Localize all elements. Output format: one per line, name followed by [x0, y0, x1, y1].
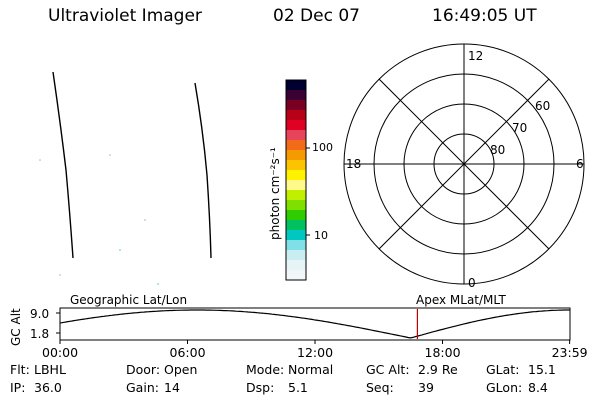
date-label: 02 Dec 07: [273, 6, 360, 26]
status-label: GLon:: [486, 380, 523, 395]
status-label: Seq:: [366, 380, 394, 395]
timeline-x-tick-label: 00:00: [42, 345, 78, 360]
instrument-title: Ultraviolet Imager: [48, 6, 202, 26]
lat-label-80: 80: [490, 143, 505, 157]
status-label: Mode:: [246, 362, 285, 377]
status-label: Dsp:: [246, 380, 275, 395]
status-value: 5.1: [288, 380, 308, 395]
timeline-y-label: GC Alt: [9, 308, 23, 346]
timeline-right-caption: Apex MLat/MLT: [416, 293, 506, 307]
timeline-x-ticks: 00:00 06:00 12:00 18:00 23:59: [42, 340, 588, 360]
clock-label-midnight: 0: [468, 276, 476, 290]
polar-plot: 12 18 6 0 60 70 80: [343, 43, 585, 290]
status-value: 2.9 Re: [418, 362, 458, 377]
colorbar-swatch: [286, 180, 306, 191]
noise-speck: [144, 219, 146, 221]
timeline-x-tick-label: 18:00: [425, 345, 461, 360]
colorbar-swatch: [286, 150, 306, 161]
colorbar-swatch: [286, 220, 306, 231]
colorbar-swatch: [286, 80, 306, 91]
timeline-y-tick-label: 9.0: [30, 307, 49, 321]
limb-arc-right: [194, 82, 212, 259]
status-value: 39: [418, 380, 434, 395]
colorbar-swatch: [286, 100, 306, 111]
status-value: Normal: [288, 362, 334, 377]
colorbar-swatch: [286, 230, 306, 241]
colorbar-swatch: [286, 240, 306, 251]
status-value: 8.4: [528, 380, 548, 395]
colorbar-swatch: [286, 140, 306, 151]
status-value: LBHL: [34, 362, 66, 377]
colorbar: 100 10 photon cm⁻²s⁻¹: [268, 79, 333, 281]
colorbar-swatch: [286, 90, 306, 101]
colorbar-swatch: [286, 250, 306, 261]
noise-speck: [109, 154, 111, 156]
status-value: 15.1: [528, 362, 556, 377]
limb-arc-left: [52, 71, 74, 259]
colorbar-swatch: [286, 210, 306, 221]
polar-meridian-diagonal: [378, 78, 550, 250]
noise-speck: [39, 159, 41, 161]
timeline-y-tick-label: 1.8: [30, 327, 49, 341]
status-label: GC Alt:: [366, 362, 410, 377]
status-label: Door:: [126, 362, 161, 377]
timeline-left-caption: Geographic Lat/Lon: [70, 293, 187, 307]
lat-label-70: 70: [512, 121, 527, 135]
colorbar-swatch: [286, 110, 306, 121]
timeline-x-tick-label: 06:00: [170, 345, 206, 360]
colorbar-swatch: [286, 270, 306, 281]
colorbar-swatch: [286, 160, 306, 171]
colorbar-swatches: [286, 80, 306, 281]
timeline-x-tick-label: 12:00: [297, 345, 333, 360]
clock-label-dawn: 6: [576, 157, 584, 171]
colorbar-tick-label: 100: [312, 141, 333, 154]
status-label: Gain:: [126, 380, 159, 395]
colorbar-swatch: [286, 170, 306, 181]
colorbar-swatch: [286, 190, 306, 201]
colorbar-unit-label: photon cm⁻²s⁻¹: [268, 147, 282, 240]
status-label: Flt:: [10, 362, 30, 377]
colorbar-swatch: [286, 130, 306, 141]
colorbar-frame: [285, 79, 307, 281]
noise-speck: [59, 274, 61, 276]
timeline-x-tick-label: 23:59: [552, 345, 588, 360]
colorbar-swatch: [286, 200, 306, 211]
colorbar-swatch: [286, 120, 306, 131]
status-value: 36.0: [34, 380, 62, 395]
colorbar-tick-label: 10: [314, 229, 328, 242]
clock-label-noon: 12: [468, 49, 483, 63]
time-label: 16:49:05 UT: [432, 6, 537, 26]
noise-speck: [157, 283, 159, 285]
status-label: IP:: [10, 380, 26, 395]
status-value: 14: [164, 380, 180, 395]
colorbar-swatch: [286, 260, 306, 271]
lat-label-60: 60: [535, 99, 550, 113]
uv-image-panel: [39, 71, 212, 285]
status-value: Open: [164, 362, 198, 377]
status-label: GLat:: [486, 362, 520, 377]
noise-speck: [119, 249, 121, 251]
clock-label-dusk: 18: [346, 157, 361, 171]
altitude-curve: [59, 309, 570, 339]
orbit-timeline: GC Alt 9.0 1.8 Geographic Lat/Lon Apex M…: [9, 293, 588, 360]
